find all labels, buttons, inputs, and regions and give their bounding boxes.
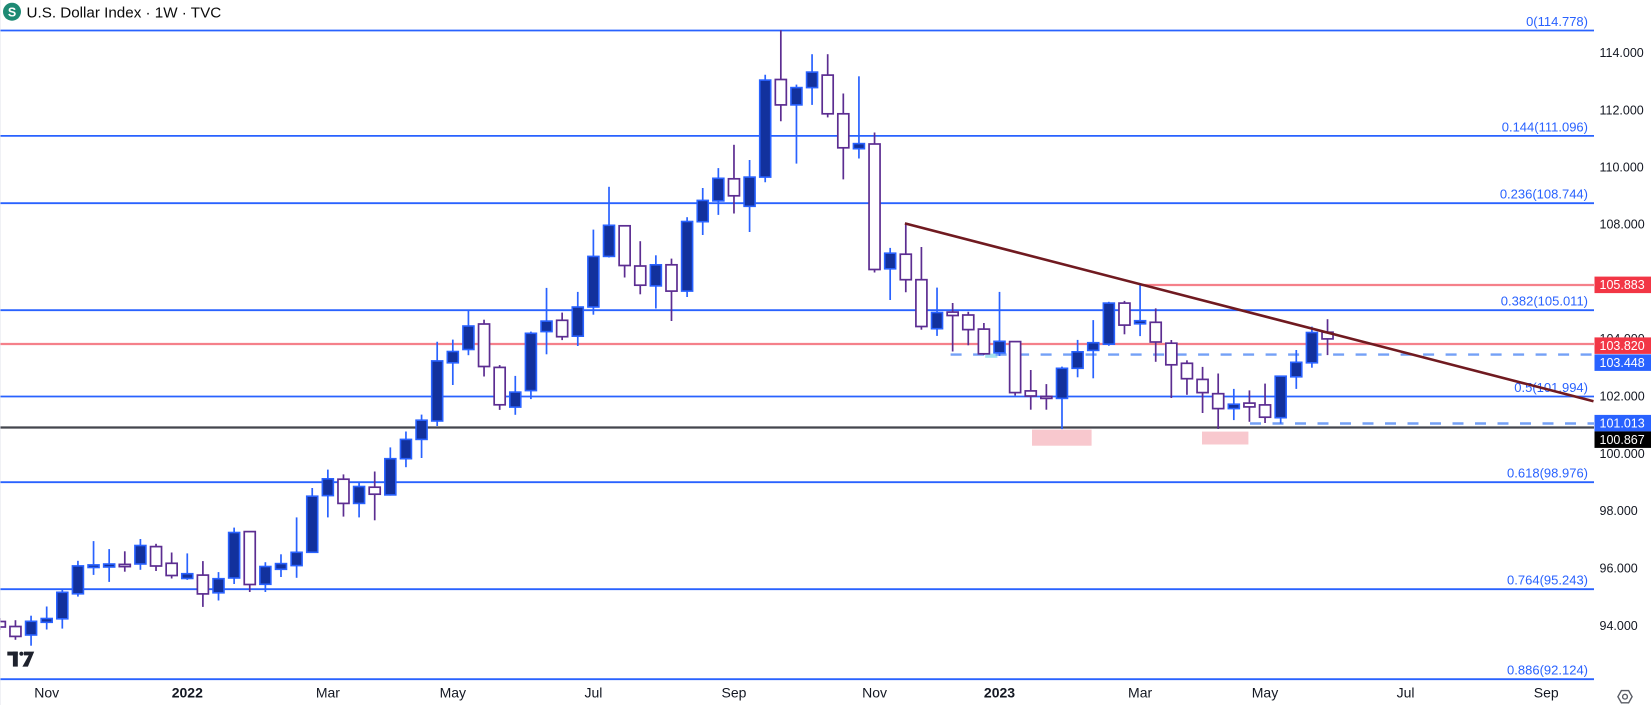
svg-text:0(114.778): 0(114.778): [1526, 14, 1588, 29]
svg-text:Sep: Sep: [722, 685, 747, 701]
svg-text:Nov: Nov: [34, 685, 59, 701]
svg-text:Nov: Nov: [862, 685, 887, 701]
svg-text:0.236(108.744): 0.236(108.744): [1500, 187, 1588, 202]
svg-text:0.5(101.994): 0.5(101.994): [1514, 380, 1588, 395]
svg-text:U.S. Dollar Index · 1W · TVC: U.S. Dollar Index · 1W · TVC: [27, 5, 222, 22]
svg-text:Jul: Jul: [1397, 685, 1415, 701]
svg-text:112.000: 112.000: [1600, 103, 1644, 117]
svg-text:114.000: 114.000: [1600, 46, 1644, 60]
svg-text:S: S: [8, 5, 16, 19]
svg-text:Sep: Sep: [1534, 685, 1559, 701]
svg-text:May: May: [440, 685, 466, 701]
svg-text:94.000: 94.000: [1600, 619, 1638, 633]
svg-text:0.764(95.243): 0.764(95.243): [1507, 573, 1588, 588]
svg-text:2022: 2022: [172, 685, 203, 701]
svg-text:100.867: 100.867: [1600, 433, 1645, 447]
svg-text:103.820: 103.820: [1600, 339, 1645, 353]
svg-text:100.000: 100.000: [1600, 447, 1645, 461]
svg-text:May: May: [1252, 685, 1278, 701]
svg-text:98.000: 98.000: [1600, 504, 1638, 518]
svg-text:105.883: 105.883: [1600, 278, 1645, 292]
svg-text:Jul: Jul: [584, 685, 602, 701]
svg-text:103.448: 103.448: [1600, 356, 1645, 370]
svg-text:2023: 2023: [984, 685, 1015, 701]
svg-text:Mar: Mar: [1128, 685, 1152, 701]
svg-text:102.000: 102.000: [1600, 389, 1645, 403]
svg-text:101.013: 101.013: [1600, 416, 1645, 430]
svg-text:108.000: 108.000: [1600, 218, 1645, 232]
svg-text:0.886(92.124): 0.886(92.124): [1507, 663, 1588, 678]
svg-text:0.144(111.096): 0.144(111.096): [1502, 119, 1588, 134]
svg-text:0.618(98.976): 0.618(98.976): [1507, 466, 1588, 481]
svg-text:Mar: Mar: [316, 685, 340, 701]
svg-text:96.000: 96.000: [1600, 562, 1638, 576]
svg-text:110.000: 110.000: [1600, 161, 1644, 175]
svg-text:0.382(105.011): 0.382(105.011): [1501, 294, 1588, 309]
